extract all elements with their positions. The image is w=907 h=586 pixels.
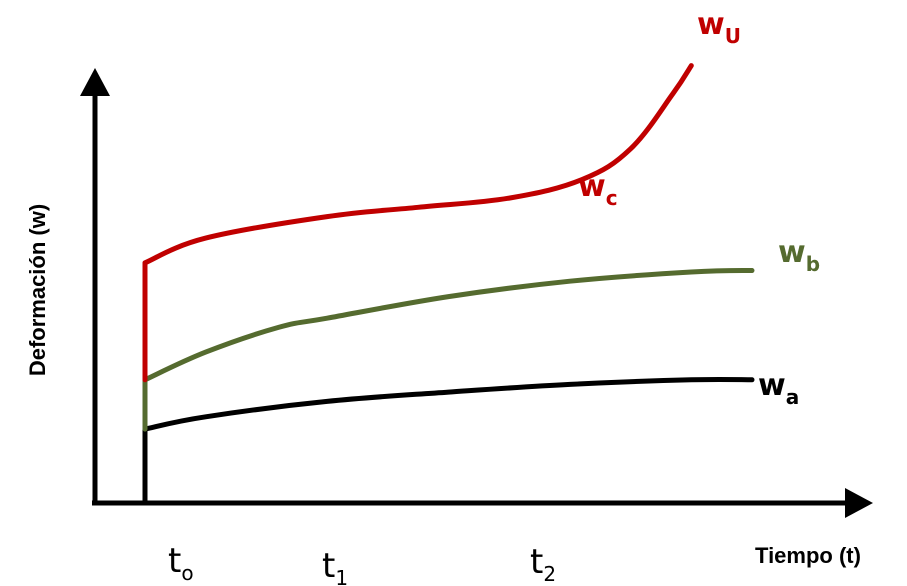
annotation-wu: wU [697, 7, 741, 48]
y-axis-arrow [80, 68, 110, 96]
series-label-wb: wb [778, 235, 820, 276]
series-line-wc [142, 63, 694, 383]
series-line-wb [142, 268, 755, 432]
x-axis-title: Tiempo (t) [755, 543, 861, 568]
x-tick-t1: t1 [322, 546, 348, 586]
x-tick-t2: t2 [530, 542, 556, 586]
y-axis-title: Deformación (w) [25, 204, 50, 376]
x-tick-t0: to [168, 541, 194, 585]
x-axis-arrow [845, 488, 873, 518]
series-line-wa [142, 376, 755, 506]
series-label-wa: wa [758, 368, 799, 409]
series-label-wc: wc [578, 169, 618, 210]
